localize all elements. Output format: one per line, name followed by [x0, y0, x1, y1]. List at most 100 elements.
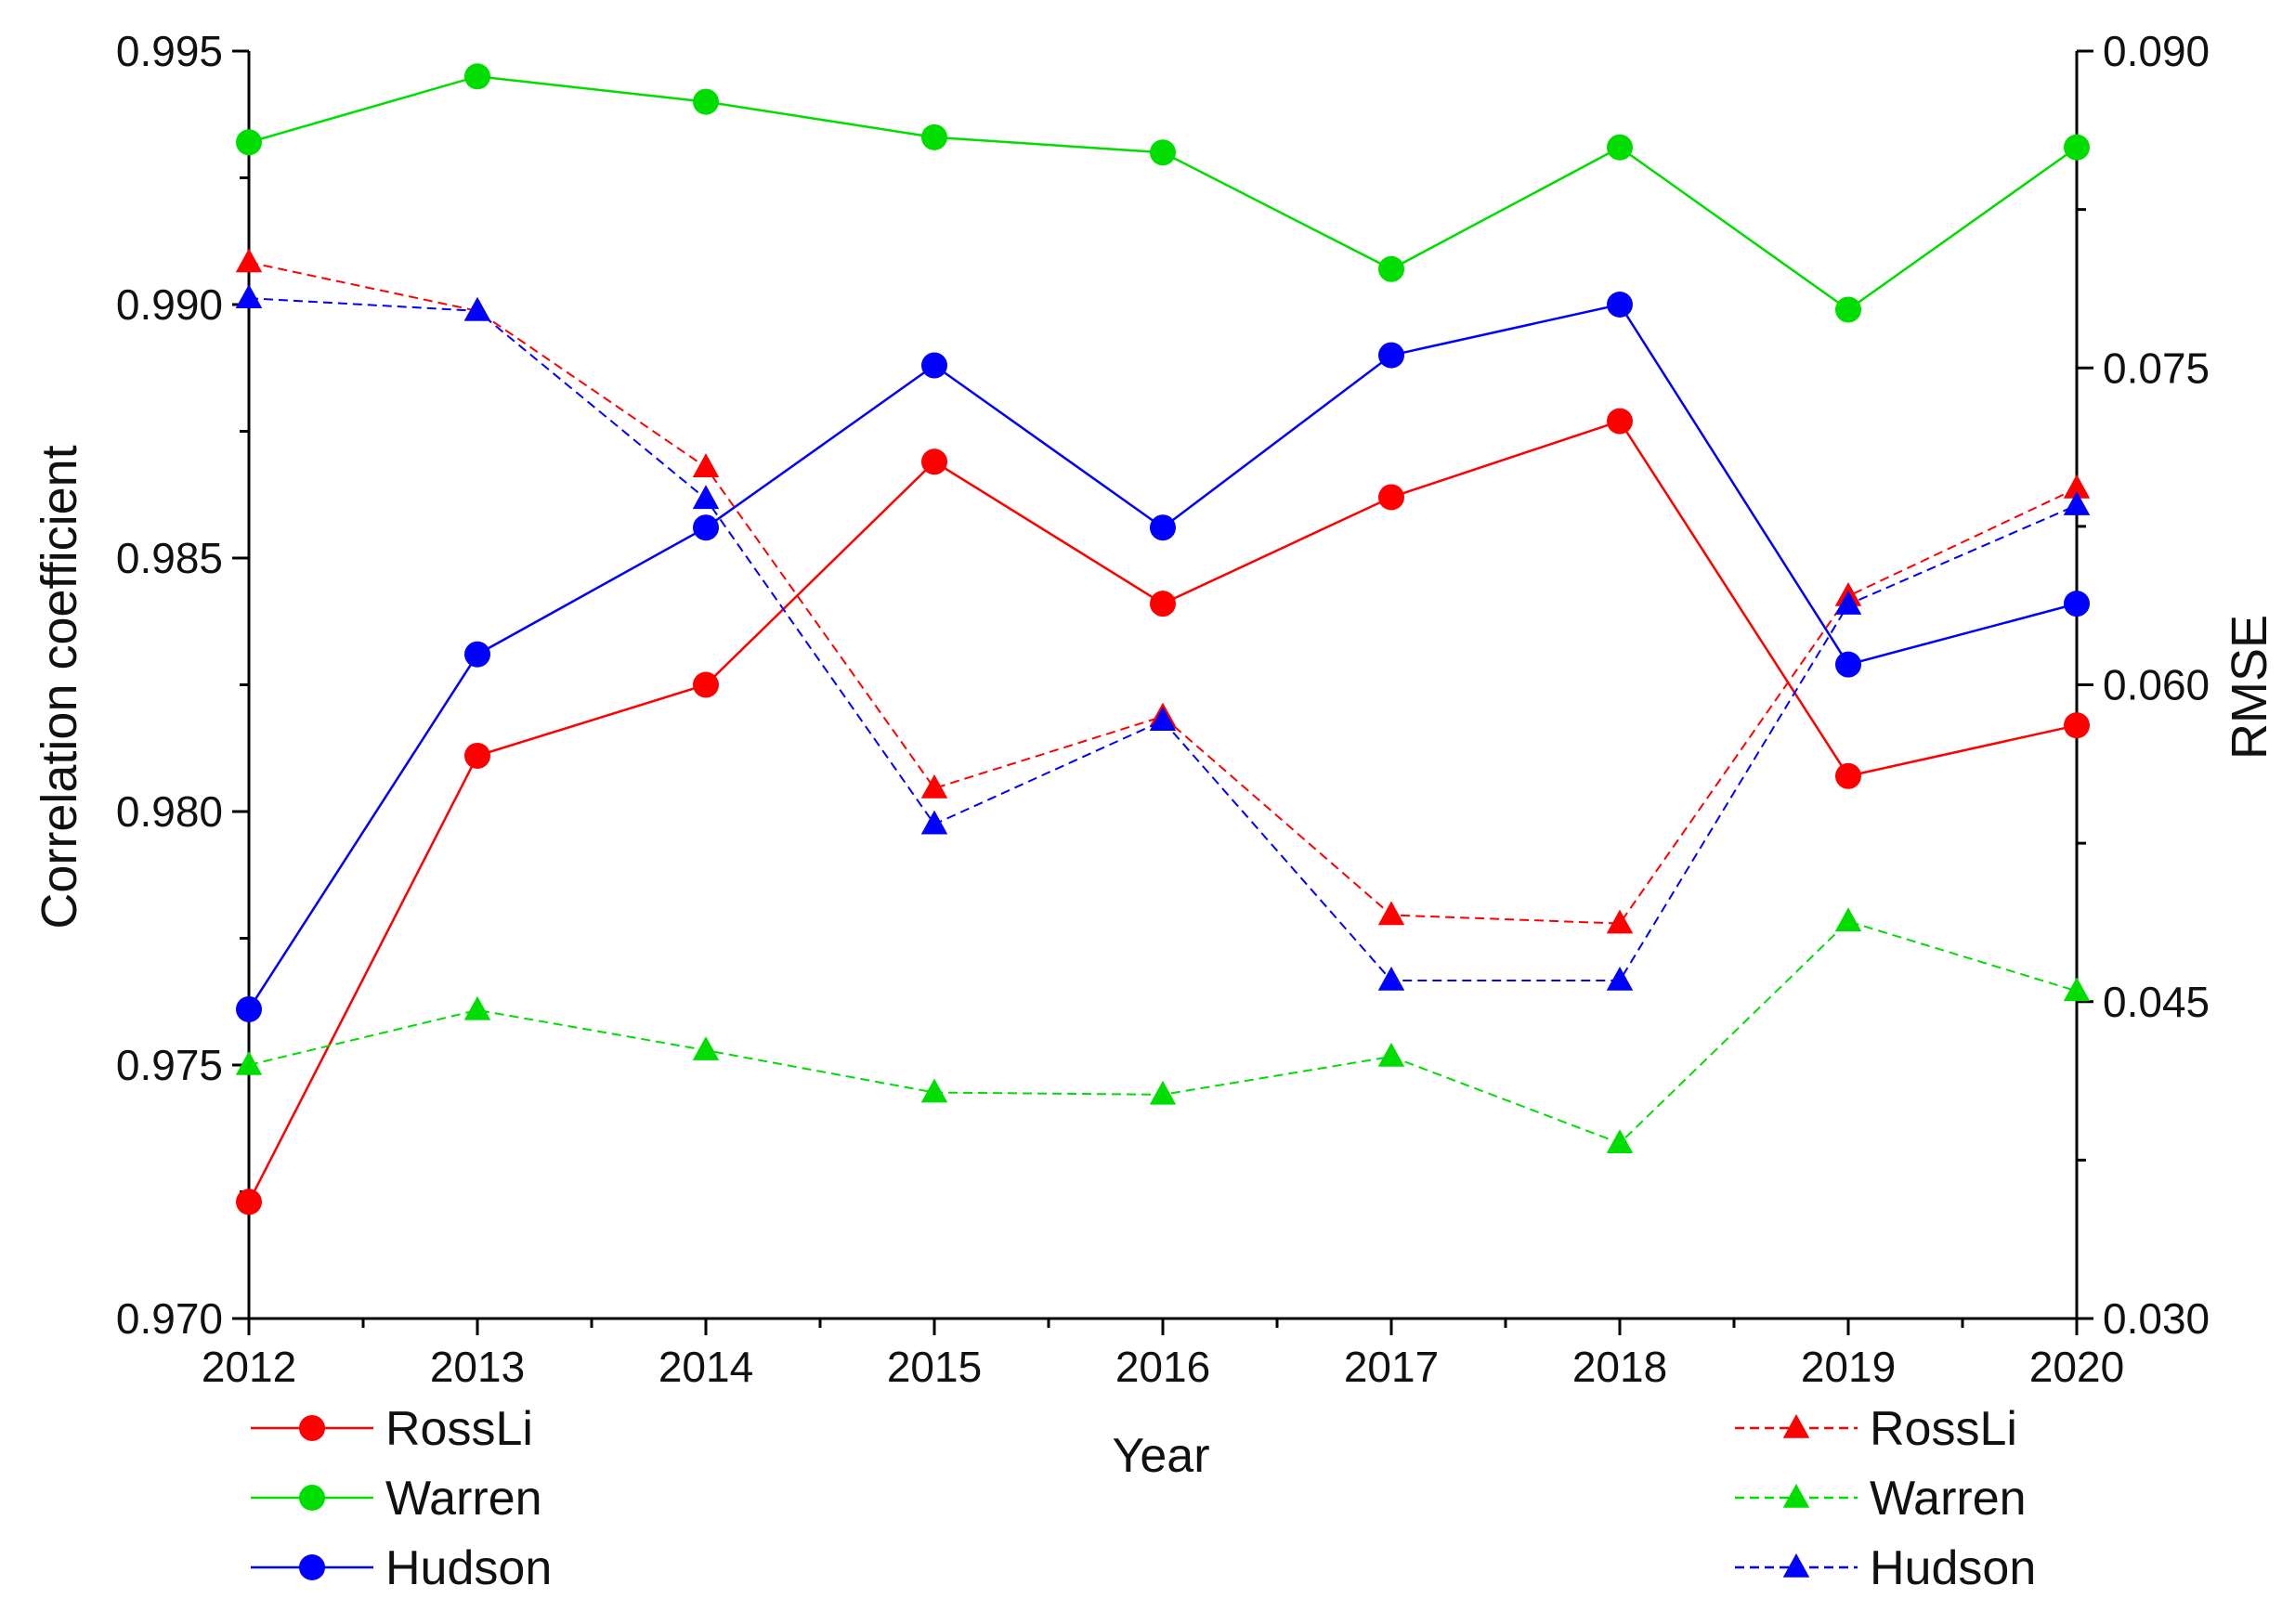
data-point-warren-correlation [236, 129, 262, 156]
y-axis-right-label: RMSE [2222, 615, 2277, 760]
series-line-warren-correlation [248, 75, 2078, 311]
data-point-hudson-correlation [464, 641, 490, 668]
data-point-warren-correlation [2064, 134, 2090, 161]
data-point-hudson-correlation [1378, 342, 1404, 369]
data-point-warren-rmse [692, 1036, 720, 1060]
x-tick-label: 2013 [430, 1343, 525, 1391]
data-point-hudson-correlation [1835, 651, 1861, 678]
data-point-warren-correlation [464, 63, 490, 90]
y-right-tick-label: 0.030 [2103, 1294, 2210, 1343]
series-layer [235, 63, 2091, 1215]
series-warren-rmse [235, 907, 2091, 1153]
y-right-tick-label: 0.060 [2103, 661, 2210, 709]
data-point-rossli-rmse [692, 453, 720, 477]
data-point-rossli-rmse [1377, 901, 1405, 926]
data-point-warren-rmse [463, 995, 491, 1020]
x-tick-label: 2018 [1572, 1343, 1667, 1391]
legend-label-rossli: RossLi [385, 1402, 533, 1456]
data-point-rossli-rmse [1606, 909, 1634, 934]
legend-left: RossLi Warren Hudson [251, 1402, 552, 1595]
data-point-warren-rmse [1377, 1042, 1405, 1067]
y-tick-label: 0.990 [116, 280, 223, 329]
legend-marker-hudson [299, 1554, 325, 1580]
legend-marker-hudson [1782, 1553, 1810, 1578]
data-point-hudson-correlation [1150, 514, 1176, 541]
data-point-warren-correlation [1150, 139, 1176, 166]
y-tick-label: 0.985 [116, 534, 223, 582]
legend-marker-rossli [299, 1415, 325, 1441]
x-tick-label: 2014 [659, 1343, 753, 1391]
data-point-warren-rmse [2063, 977, 2091, 1002]
data-point-hudson-correlation [1607, 292, 1633, 318]
series-warren-correlation [236, 63, 2090, 323]
data-point-hudson-rmse [1834, 591, 1862, 615]
y-tick-label: 0.980 [116, 787, 223, 836]
data-point-warren-correlation [693, 88, 719, 115]
series-line-hudson-correlation [247, 303, 2078, 1010]
data-point-warren-correlation [1378, 255, 1404, 282]
data-point-rossli-correlation [236, 1189, 262, 1215]
data-point-rossli-correlation [1150, 591, 1176, 617]
data-point-rossli-correlation [464, 742, 490, 769]
x-tick-label: 2015 [887, 1343, 982, 1391]
data-point-warren-correlation [1835, 296, 1861, 323]
data-point-hudson-correlation [236, 995, 262, 1022]
x-tick-label: 2012 [202, 1343, 296, 1391]
data-point-hudson-rmse [1606, 967, 1634, 991]
series-hudson-correlation [236, 292, 2090, 1022]
data-point-hudson-correlation [2064, 591, 2090, 617]
data-point-hudson-rmse [1377, 967, 1405, 991]
data-point-hudson-rmse [692, 485, 720, 510]
legend-label-rossli: RossLi [1870, 1402, 2017, 1456]
y-axis-label: Correlation coefficient [32, 445, 87, 929]
y-right-tick-label: 0.045 [2103, 978, 2210, 1026]
data-point-rossli-correlation [693, 671, 719, 698]
x-tick-label: 2017 [1344, 1343, 1439, 1391]
data-point-hudson-correlation [693, 514, 719, 541]
data-point-hudson-rmse [463, 296, 491, 321]
x-tick-label: 2016 [1115, 1343, 1210, 1391]
data-point-rossli-correlation [1378, 484, 1404, 511]
data-point-hudson-rmse [920, 810, 948, 835]
legend-label-hudson: Hudson [1870, 1541, 2036, 1595]
data-point-warren-rmse [235, 1051, 263, 1075]
series-line-hudson-rmse [248, 297, 2078, 981]
series-hudson-rmse [235, 284, 2091, 991]
legend-label-warren: Warren [1870, 1472, 2027, 1526]
series-rossli-correlation [236, 408, 2090, 1215]
data-point-hudson-rmse [2063, 491, 2091, 515]
data-point-rossli-rmse [2063, 474, 2091, 499]
data-point-rossli-correlation [1835, 762, 1861, 789]
data-point-hudson-rmse [1149, 707, 1177, 731]
data-point-rossli-correlation [2064, 712, 2090, 739]
data-point-hudson-rmse [235, 284, 263, 308]
legend-label-warren: Warren [385, 1472, 542, 1526]
axes: 2012 2013 2014 2015 2016 2017 2018 2019 2020 0.97… [116, 27, 2210, 1391]
legend-marker-warren [1782, 1484, 1810, 1508]
data-point-warren-rmse [1606, 1129, 1634, 1153]
x-tick-label: 2019 [1801, 1343, 1896, 1391]
legend-label-hudson: Hudson [385, 1541, 552, 1595]
series-line-warren-rmse [248, 920, 2078, 1145]
data-point-warren-correlation [1607, 134, 1633, 161]
data-point-warren-rmse [1834, 907, 1862, 932]
data-point-rossli-correlation [1607, 408, 1633, 435]
data-point-warren-rmse [1149, 1080, 1177, 1105]
legend-right: RossLi Warren Hudson [1735, 1402, 2036, 1595]
y-right-tick-label: 0.090 [2103, 27, 2210, 75]
data-point-hudson-correlation [921, 352, 947, 379]
y-tick-label: 0.995 [116, 27, 223, 75]
data-point-rossli-correlation [921, 448, 947, 475]
data-point-rossli-rmse [920, 773, 948, 799]
x-tick-label: 2020 [2029, 1343, 2124, 1391]
x-axis-label: Year [1112, 1429, 1209, 1483]
y-right-tick-label: 0.075 [2103, 344, 2210, 392]
y-tick-label: 0.975 [116, 1041, 223, 1089]
legend-marker-warren [299, 1485, 325, 1511]
legend-marker-rossli [1782, 1414, 1810, 1438]
data-point-warren-rmse [920, 1078, 948, 1103]
data-point-warren-correlation [921, 123, 947, 150]
y-tick-label: 0.970 [116, 1294, 223, 1343]
data-point-rossli-rmse [235, 248, 263, 273]
